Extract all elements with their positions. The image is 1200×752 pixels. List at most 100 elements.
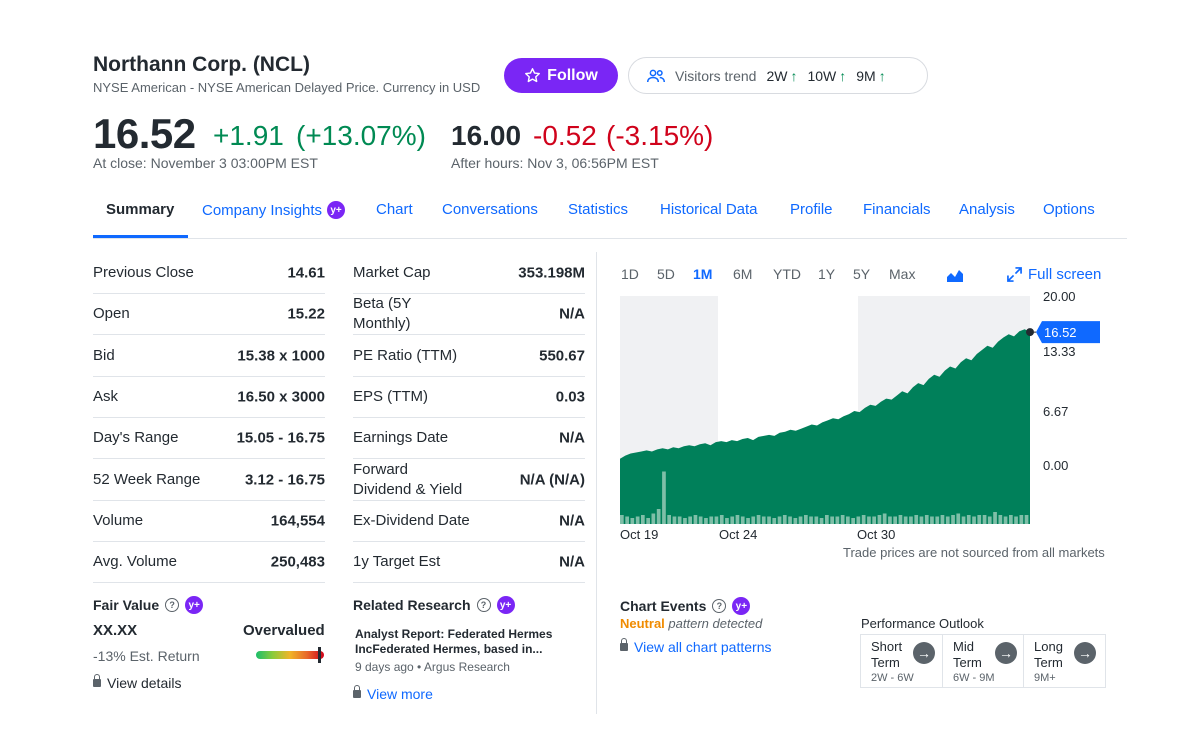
arrow-up-icon: ↑: [878, 67, 886, 84]
volume-bar: [804, 515, 808, 524]
stat-row: Forward Dividend & Yield N/A (N/A): [353, 460, 585, 501]
volume-bar: [956, 513, 961, 524]
current-price: 16.52: [93, 110, 196, 157]
volume-bar: [767, 516, 771, 524]
volume-bar: [725, 518, 729, 524]
after-hours-price: 16.00: [451, 120, 522, 151]
range-6m[interactable]: 6M: [733, 266, 753, 282]
view-details-link[interactable]: View details: [93, 674, 181, 691]
help-icon[interactable]: ?: [712, 599, 727, 613]
stat-label: Earnings Date: [353, 429, 449, 447]
price-area-series: [620, 329, 1030, 524]
tab-financials[interactable]: Financials: [863, 201, 931, 218]
trade-prices-note: Trade prices are not sourced from all ma…: [843, 545, 1105, 560]
volume-bar: [898, 515, 903, 524]
volume-bar: [903, 516, 908, 524]
tab-profile[interactable]: Profile: [790, 201, 833, 218]
volume-bar: [882, 513, 887, 524]
stat-row: EPS (TTM) 0.03: [353, 377, 585, 418]
perf-long-term[interactable]: Long Term 9M+ →: [1024, 635, 1105, 687]
range-max[interactable]: Max: [889, 266, 916, 282]
tab-chart[interactable]: Chart: [376, 201, 413, 218]
volume-bar: [830, 516, 834, 524]
volume-bar: [945, 516, 950, 524]
stat-value: 16.50 x 3000: [237, 388, 325, 406]
range-1y[interactable]: 1Y: [818, 266, 836, 282]
follow-button[interactable]: Follow: [504, 58, 618, 93]
range-1m[interactable]: 1M: [693, 266, 713, 282]
volume-bar: [688, 516, 692, 524]
visitors-9m: 9M ↑: [856, 67, 886, 84]
volume-bar: [893, 516, 897, 524]
range-5d[interactable]: 5D: [657, 266, 675, 282]
price-change: +1.91: [213, 120, 284, 151]
volume-bar: [740, 516, 745, 524]
volume-bar: [987, 516, 992, 524]
volume-bar: [856, 516, 861, 524]
pattern-detected: Neutral pattern detected: [620, 616, 762, 631]
stat-value: 15.38 x 1000: [237, 347, 325, 365]
est-return: -13% Est. Return: [93, 648, 200, 664]
stat-value: 164,554: [270, 512, 325, 530]
arrow-right-icon: →: [913, 642, 935, 664]
x-tick-label: Oct 19: [620, 527, 658, 542]
stat-label: 52 Week Range: [93, 470, 201, 488]
help-icon[interactable]: ?: [165, 598, 180, 612]
stat-label: Open: [93, 305, 130, 323]
perf-mid-term[interactable]: Mid Term 6W - 9M →: [943, 635, 1024, 687]
volume-bar: [951, 515, 955, 524]
pattern-text: pattern detected: [668, 616, 763, 631]
volume-bar: [735, 515, 740, 524]
people-icon: [647, 69, 665, 82]
stat-label: Market Cap: [353, 264, 431, 281]
tab-statistics[interactable]: Statistics: [568, 201, 629, 218]
volume-bar: [693, 515, 698, 524]
stat-value: 15.22: [287, 305, 325, 323]
volume-bar: [782, 515, 787, 524]
tab-company-insights[interactable]: Company Insights y+: [202, 201, 346, 219]
stat-row: Avg. Volume 250,483: [93, 542, 325, 584]
volume-bar: [924, 515, 929, 524]
stat-label: EPS (TTM): [353, 387, 428, 405]
stat-value: 550.67: [539, 347, 585, 365]
view-chart-patterns-link[interactable]: View all chart patterns: [620, 638, 771, 655]
stat-row: Volume 164,554: [93, 501, 325, 542]
arrow-up-icon: ↑: [839, 67, 847, 84]
range-ytd[interactable]: YTD: [773, 266, 801, 282]
stat-value: 250,483: [270, 553, 325, 571]
research-headline[interactable]: Analyst Report: Federated Hermes IncFede…: [355, 627, 553, 656]
tab-summary[interactable]: Summary: [106, 201, 175, 218]
visitors-trend-button[interactable]: Visitors trend 2W ↑ 10W ↑ 9M ↑: [628, 57, 928, 94]
volume-bar: [620, 515, 624, 524]
tab-conversations[interactable]: Conversations: [442, 201, 538, 218]
stat-row: Bid 15.38 x 1000: [93, 336, 325, 377]
after-hours-note: After hours: Nov 3, 06:56PM EST: [451, 155, 659, 171]
tab-options[interactable]: Options: [1043, 201, 1095, 218]
price-chart[interactable]: 20.00 13.33 6.67 0.00 Oct 19 Oct 24 Oct 30 16…: [600, 288, 1110, 548]
volume-bar: [1024, 515, 1029, 524]
volume-bar: [867, 516, 871, 524]
view-more-link[interactable]: View more: [353, 685, 433, 702]
tab-analysis[interactable]: Analysis: [959, 201, 1015, 218]
volume-bar: [788, 516, 792, 524]
perf-short-term[interactable]: Short Term 2W - 6W →: [861, 635, 943, 687]
lock-icon: [353, 685, 361, 698]
help-icon[interactable]: ?: [476, 598, 491, 612]
volume-bar: [646, 518, 650, 524]
tab-historical-data[interactable]: Historical Data: [660, 201, 758, 218]
price-change-pct: (+13.07%): [296, 120, 426, 151]
volume-bar: [819, 518, 824, 524]
full-screen-button[interactable]: Full screen: [1007, 266, 1101, 283]
range-1d[interactable]: 1D: [621, 266, 639, 282]
volume-bar: [651, 513, 656, 524]
volume-bar: [993, 512, 997, 524]
stat-row: Ask 16.50 x 3000: [93, 377, 325, 418]
range-5y[interactable]: 5Y: [853, 266, 871, 282]
stat-label: Ex-Dividend Date: [353, 511, 470, 529]
volume-bar: [888, 516, 892, 524]
stat-value: 0.03: [555, 388, 585, 406]
volume-bar: [1014, 516, 1018, 524]
stat-row: PE Ratio (TTM) 550.67: [353, 336, 585, 377]
volume-bar: [940, 515, 945, 524]
mountain-chart-icon[interactable]: [946, 267, 964, 283]
